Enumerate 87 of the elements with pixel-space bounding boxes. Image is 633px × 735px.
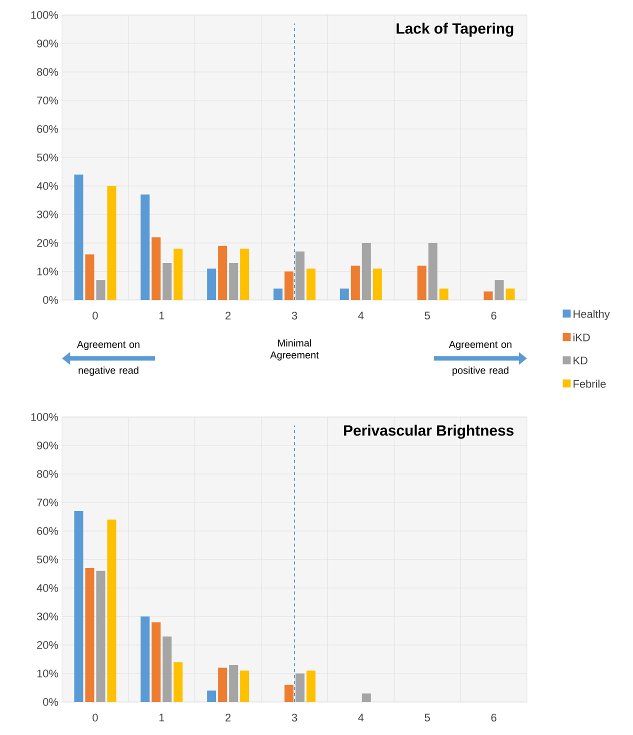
bar xyxy=(295,673,304,702)
legend-label: iKD xyxy=(573,333,590,342)
bar xyxy=(74,174,84,300)
y-tick-label: 30% xyxy=(36,612,58,620)
y-tick-label: 40% xyxy=(36,182,58,190)
x-tick-label: 4 xyxy=(358,714,364,722)
x-tick-label: 5 xyxy=(424,312,430,320)
y-tick-label: 80% xyxy=(37,470,58,478)
y-tick-label: 30% xyxy=(36,210,58,218)
y-tick-label: 100% xyxy=(31,413,58,421)
bar xyxy=(107,186,116,300)
x-tick-label: 5 xyxy=(424,714,430,722)
bar xyxy=(428,242,438,300)
bar xyxy=(85,254,94,300)
bar xyxy=(162,262,172,300)
y-tick-label: 100% xyxy=(31,11,58,19)
chart-title: Perivascular Brightness xyxy=(344,424,514,439)
bar xyxy=(362,693,371,702)
bar xyxy=(306,670,316,702)
bar xyxy=(140,616,150,702)
y-tick-label: 90% xyxy=(37,40,58,48)
y-tick-label: 70% xyxy=(37,96,58,104)
y-tick-label: 10% xyxy=(37,670,58,678)
bar xyxy=(218,668,228,702)
bar xyxy=(362,242,371,300)
bar xyxy=(140,194,150,300)
y-tick-label: 0% xyxy=(43,698,58,706)
x-tick-label: 6 xyxy=(491,312,496,320)
bar xyxy=(74,511,84,702)
x-tick-label: 0 xyxy=(92,312,98,320)
x-tick-label: 1 xyxy=(159,312,164,320)
y-tick-label: 50% xyxy=(36,154,58,162)
bar xyxy=(274,288,282,300)
legend-label: Febrile xyxy=(574,380,606,388)
legend-label: Healthy xyxy=(574,310,610,320)
y-tick-label: 20% xyxy=(37,641,58,649)
text: Minimal Agreement xyxy=(270,339,319,360)
bar xyxy=(439,288,448,300)
legend-label: KD xyxy=(574,356,588,364)
y-tick-label: 90% xyxy=(37,442,58,450)
bar xyxy=(174,248,183,300)
text: Agreement on positive read xyxy=(448,341,512,376)
x-tick-label: 1 xyxy=(159,714,164,722)
bar xyxy=(174,662,183,702)
bar xyxy=(284,684,294,702)
x-tick-label: 0 xyxy=(92,714,98,722)
x-tick-label: 3 xyxy=(292,312,298,320)
bar xyxy=(229,664,238,702)
bar xyxy=(152,237,161,300)
y-tick-label: 60% xyxy=(37,125,58,133)
text: Agreement on negative read xyxy=(76,341,140,376)
bar xyxy=(350,266,360,300)
y-tick-label: 10% xyxy=(37,268,58,276)
y-tick-label: 80% xyxy=(37,68,58,76)
bar xyxy=(484,291,493,300)
y-tick-label: 60% xyxy=(37,527,58,535)
bar xyxy=(152,622,161,702)
y-tick-label: 40% xyxy=(36,584,58,592)
y-tick-label: 70% xyxy=(37,498,58,506)
bar xyxy=(372,268,382,300)
y-tick-label: 0% xyxy=(43,296,58,304)
bar xyxy=(295,252,304,300)
bar xyxy=(494,280,504,300)
bar xyxy=(218,246,228,300)
y-tick-label: 50% xyxy=(36,556,58,564)
bar xyxy=(207,690,216,702)
bar xyxy=(96,280,106,300)
bar xyxy=(162,636,172,702)
bar xyxy=(284,271,294,300)
bar xyxy=(229,262,238,300)
bar xyxy=(306,268,316,300)
bar xyxy=(207,268,216,300)
x-tick-label: 4 xyxy=(358,312,364,320)
bar xyxy=(240,248,250,300)
x-tick-label: 6 xyxy=(491,714,496,722)
x-tick-label: 2 xyxy=(226,312,231,320)
bar xyxy=(96,570,106,702)
x-tick-label: 2 xyxy=(226,714,231,722)
y-tick-label: 20% xyxy=(37,239,58,247)
bar xyxy=(417,266,426,300)
bar xyxy=(107,520,116,702)
bar xyxy=(506,288,515,300)
bar xyxy=(85,568,94,702)
bar xyxy=(240,670,250,702)
chart-title: Lack of Tapering xyxy=(396,22,514,37)
x-tick-label: 3 xyxy=(292,714,298,722)
bar xyxy=(340,288,349,300)
